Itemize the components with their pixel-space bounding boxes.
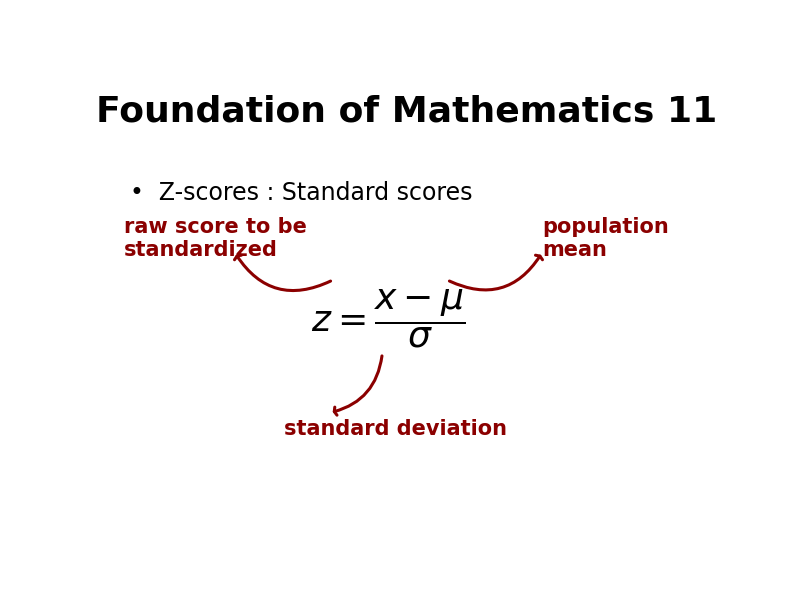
Text: raw score to be
standardized: raw score to be standardized [124,217,306,260]
Text: standard deviation: standard deviation [284,419,507,439]
Text: Foundation of Mathematics 11: Foundation of Mathematics 11 [96,94,718,129]
Text: $z = \dfrac{x - \mu}{\sigma}$: $z = \dfrac{x - \mu}{\sigma}$ [311,287,465,350]
Text: •  Z-scores : Standard scores: • Z-scores : Standard scores [130,181,472,205]
Text: population
mean: population mean [542,217,669,260]
